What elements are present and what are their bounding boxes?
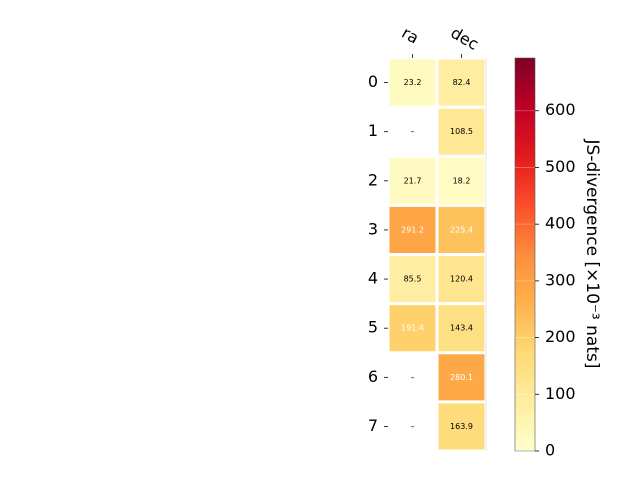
colorbar-label: JS-divergence [×10⁻³ nats]: [582, 139, 602, 369]
colorbar-tick-label: 600: [545, 100, 576, 119]
heatmap-cell: [438, 59, 485, 106]
cell-value-label: 291.2: [401, 225, 424, 234]
heatmap-cell: [438, 108, 485, 155]
cell-value-label: 225.4: [450, 225, 473, 234]
colorbar: 0 100 200 300 400 500 600 JS-divergence [×10⁻³…: [514, 57, 602, 460]
cell-value-label: 21.7: [404, 176, 422, 185]
heatmap-cell: [389, 157, 436, 204]
cell-missing-label: –: [411, 373, 415, 382]
cell-value-label: 18.2: [453, 176, 471, 185]
heatmap-cell: [438, 157, 485, 204]
colorbar-tick-label: 0: [545, 441, 555, 460]
cell-value-label: 280.1: [450, 373, 473, 382]
colorbar-tick-label: 200: [545, 327, 576, 346]
column-tick-label: ra: [399, 23, 423, 48]
colorbar-tick-label: 300: [545, 270, 576, 289]
colorbar-tick-label: 400: [545, 214, 576, 233]
cell-value-label: 85.5: [404, 275, 422, 284]
cell-value-label: 143.4: [450, 324, 473, 333]
cell-value-label: 120.4: [450, 275, 473, 284]
row-tick-label: 0: [368, 72, 378, 91]
heatmap-cell: [438, 305, 485, 352]
cell-value-label: 108.5: [450, 127, 473, 136]
heatmap-cell: [389, 59, 436, 106]
row-tick-label: 2: [368, 170, 378, 189]
row-tick-label: 3: [368, 219, 378, 238]
column-tick-label: dec: [448, 23, 482, 54]
cell-missing-label: –: [411, 127, 415, 136]
colorbar-gradient: [514, 57, 536, 452]
colorbar-tick-label: 100: [545, 384, 576, 403]
heatmap-grid: 23.2 82.4 – 108.5 21.7 18.2 291.2 225.4 85.5 120.…: [368, 23, 487, 451]
cell-value-label: 82.4: [453, 78, 471, 87]
colorbar-tick-label: 500: [545, 157, 576, 176]
row-tick-label: 4: [368, 269, 378, 288]
heatmap-cell: [438, 354, 485, 401]
row-tick-label: 1: [368, 121, 378, 140]
row-tick-label: 6: [368, 367, 378, 386]
row-tick-label: 5: [368, 318, 378, 337]
heatmap-cell: [438, 206, 485, 253]
heatmap-cell: [389, 206, 436, 253]
row-tick-label: 7: [368, 416, 378, 435]
cell-missing-label: –: [411, 422, 415, 431]
cell-value-label: 191.4: [401, 324, 424, 333]
cell-value-label: 163.9: [450, 422, 473, 431]
heatmap-cell: [438, 256, 485, 303]
heatmap-cell: [389, 305, 436, 352]
heatmap-cell: [389, 256, 436, 303]
heatmap-cell: [438, 403, 485, 450]
cell-value-label: 23.2: [404, 78, 422, 87]
